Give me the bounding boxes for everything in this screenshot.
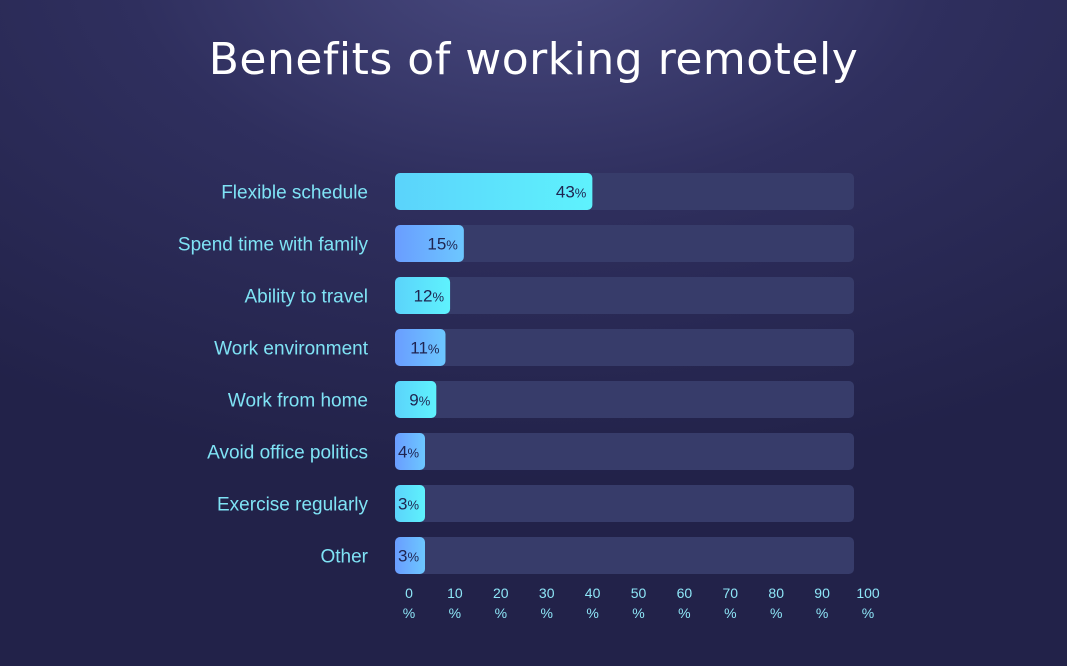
category-label: Work from home xyxy=(228,391,368,412)
svg-text:%: % xyxy=(862,605,874,621)
chart-title: Benefits of working remotely xyxy=(208,34,859,85)
svg-text:40: 40 xyxy=(585,585,601,601)
value-label: 11% xyxy=(410,339,440,358)
svg-text:%: % xyxy=(678,605,690,621)
x-tick-label: 100% xyxy=(856,585,880,621)
svg-text:%: % xyxy=(632,605,644,621)
value-label: 15% xyxy=(427,235,458,254)
value-label: 3% xyxy=(398,547,419,566)
bar xyxy=(395,381,437,418)
bar-rows: Flexible schedule 43% Spend time with fami… xyxy=(178,173,854,574)
svg-text:0: 0 xyxy=(405,585,413,601)
category-label: Other xyxy=(320,547,368,568)
bar-row: Exercise regularly 3% xyxy=(217,485,854,522)
x-tick-label: 80% xyxy=(768,585,784,621)
bar-row: Spend time with family 15% xyxy=(178,225,854,262)
bar-track xyxy=(395,433,854,470)
svg-text:60: 60 xyxy=(677,585,693,601)
value-label: 9% xyxy=(409,391,430,410)
svg-text:10: 10 xyxy=(447,585,463,601)
x-tick-label: 10% xyxy=(447,585,463,621)
bar-row: Flexible schedule 43% xyxy=(221,173,854,210)
bar xyxy=(395,173,593,210)
bar-track xyxy=(395,381,854,418)
svg-text:%: % xyxy=(816,605,828,621)
bar-track xyxy=(395,537,854,574)
value-label: 12% xyxy=(414,287,445,306)
x-tick-label: 90% xyxy=(814,585,830,621)
bar-row: Work environment 11% xyxy=(214,329,854,366)
x-tick-label: 60% xyxy=(677,585,693,621)
bar-track xyxy=(395,277,854,314)
x-tick-label: 30% xyxy=(539,585,555,621)
value-label: 4% xyxy=(398,443,419,462)
bar xyxy=(395,485,425,522)
category-label: Work environment xyxy=(214,339,369,360)
svg-text:90: 90 xyxy=(814,585,830,601)
svg-text:100: 100 xyxy=(856,585,880,601)
svg-text:20: 20 xyxy=(493,585,509,601)
svg-text:%: % xyxy=(724,605,736,621)
bar xyxy=(395,537,425,574)
category-label: Spend time with family xyxy=(178,235,369,256)
svg-text:%: % xyxy=(540,605,552,621)
svg-text:%: % xyxy=(403,605,415,621)
svg-text:50: 50 xyxy=(631,585,647,601)
svg-text:%: % xyxy=(586,605,598,621)
category-label: Exercise regularly xyxy=(217,495,368,516)
x-tick-label: 50% xyxy=(631,585,647,621)
value-label: 43% xyxy=(556,183,587,202)
bar xyxy=(395,433,425,470)
bar-row: Ability to travel 12% xyxy=(244,277,854,314)
x-tick-label: 70% xyxy=(723,585,739,621)
bar xyxy=(395,329,446,366)
x-tick-label: 0% xyxy=(403,585,415,621)
bar-row: Avoid office politics 4% xyxy=(207,433,854,470)
svg-text:30: 30 xyxy=(539,585,555,601)
bar-row: Other 3% xyxy=(320,537,854,574)
svg-text:%: % xyxy=(495,605,507,621)
bar xyxy=(395,225,464,262)
category-label: Ability to travel xyxy=(244,287,368,308)
bar-track xyxy=(395,485,854,522)
category-label: Flexible schedule xyxy=(221,183,368,204)
x-axis-ticks: 0%10%20%30%40%50%60%70%80%90%100% xyxy=(403,585,880,621)
x-tick-label: 20% xyxy=(493,585,509,621)
svg-text:%: % xyxy=(449,605,461,621)
svg-text:80: 80 xyxy=(768,585,784,601)
svg-text:%: % xyxy=(770,605,782,621)
x-tick-label: 40% xyxy=(585,585,601,621)
category-label: Avoid office politics xyxy=(207,443,368,464)
bar-row: Work from home 9% xyxy=(228,381,854,418)
svg-text:70: 70 xyxy=(723,585,739,601)
bar xyxy=(395,277,451,314)
value-label: 3% xyxy=(398,495,419,514)
bar-track xyxy=(395,329,854,366)
bar-track xyxy=(395,225,854,262)
